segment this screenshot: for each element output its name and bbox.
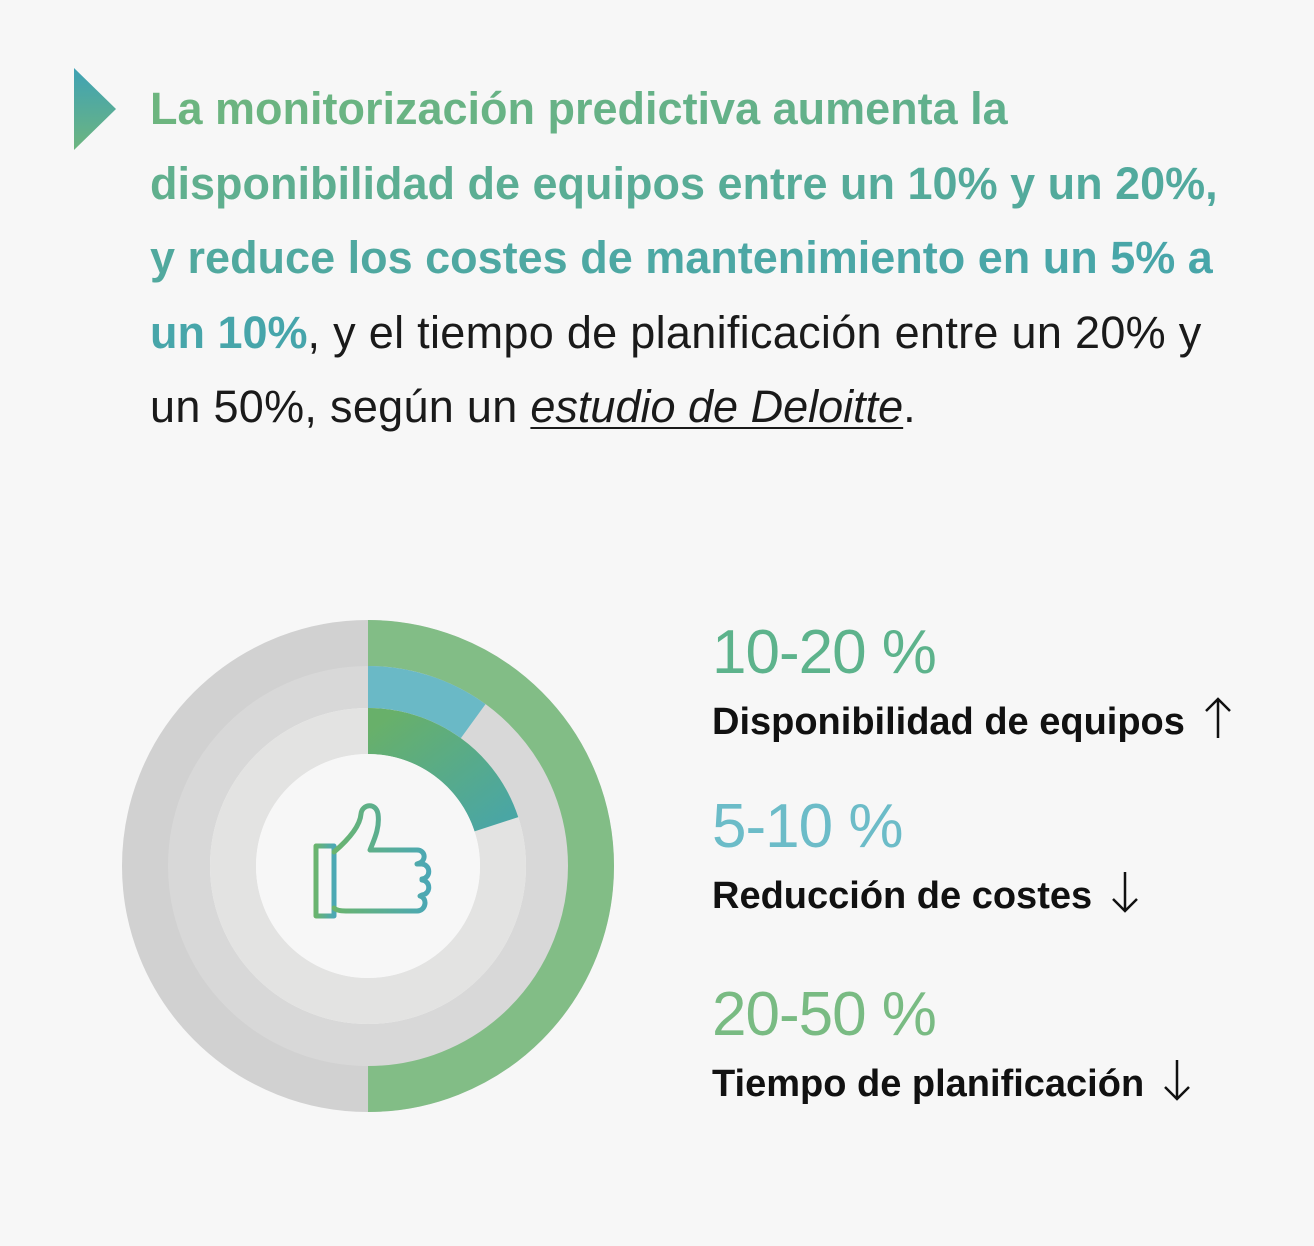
stat-label-text: Disponibilidad de equipos	[712, 701, 1185, 743]
stat-label: Reducción de costes	[712, 870, 1140, 918]
stat-value: 5-10 %	[712, 792, 903, 861]
stat-label: Tiempo de planificación	[712, 1058, 1192, 1106]
arrow-down-icon	[1164, 1060, 1191, 1101]
chevron-marker-icon	[74, 68, 116, 150]
stat-label: Disponibilidad de equipos	[712, 696, 1233, 744]
stat-value: 20-50 %	[712, 980, 937, 1049]
radial-chart	[122, 620, 614, 1112]
quote-end: .	[903, 381, 916, 432]
stat-planning-time: 20-50 % Tiempo de planificación	[712, 984, 1192, 1106]
stat-cost-reduction: 5-10 % Reducción de costes	[712, 796, 1140, 918]
quote-rest: , y el tiempo de planificación entre un …	[150, 306, 1202, 433]
stat-value: 10-20 %	[712, 618, 937, 687]
stat-label-text: Reducción de costes	[712, 875, 1093, 917]
quote-text: La monitorización predictiva aumenta la …	[150, 72, 1240, 445]
donut-center	[256, 754, 480, 978]
arrow-down-icon	[1112, 872, 1139, 913]
thumbs-up-icon	[313, 803, 432, 919]
ring-arc-inner	[367, 708, 519, 832]
arrow-up-icon	[1205, 697, 1231, 738]
ring-arc-outer	[367, 620, 614, 1112]
ring-arc-middle	[367, 666, 486, 739]
quote-highlight: La monitorización predictiva aumenta la …	[150, 83, 1218, 358]
deloitte-study-link[interactable]: estudio de Deloitte	[530, 381, 904, 432]
stat-availability: 10-20 % Disponibilidad de equipos	[712, 622, 1233, 744]
stat-label-text: Tiempo de planificación	[712, 1063, 1145, 1105]
